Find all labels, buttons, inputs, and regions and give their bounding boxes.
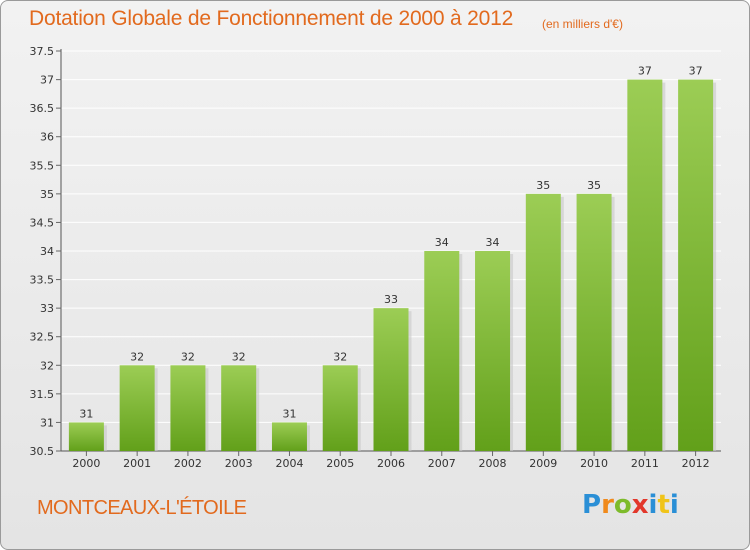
bar-value-label: 31 (282, 407, 296, 420)
bar-value-label: 33 (384, 293, 398, 306)
x-tick-label: 2011 (631, 457, 659, 470)
x-tick-label: 2006 (377, 457, 405, 470)
bar-value-label: 37 (689, 65, 703, 78)
y-axis-ticks: 30.5 31 31.5 32 32.5 33 33.5 34 34.5 35 35.5 36 36.5… (30, 45, 61, 458)
bar-value-label: 32 (333, 350, 347, 363)
y-tick-label: 33.5 (30, 274, 55, 287)
y-tick-label: 37.5 (30, 45, 55, 58)
y-tick-label: 35.5 (30, 159, 55, 172)
x-tick-label: 2012 (682, 457, 710, 470)
bar (68, 422, 104, 451)
y-tick-label: 35 (40, 188, 54, 201)
logo-letter: o (613, 490, 632, 520)
x-tick-label: 2007 (428, 457, 456, 470)
x-tick-label: 2000 (72, 457, 100, 470)
y-tick-label: 32 (40, 359, 54, 372)
bar (627, 79, 663, 452)
bar (221, 365, 257, 451)
logo-letter: i (669, 490, 679, 520)
commune-name: MONTCEAUX-L'ÉTOILE (37, 497, 247, 519)
logo-letter: r (601, 490, 614, 520)
proxiti-logo: Proxiti (582, 490, 679, 520)
bar (424, 251, 460, 451)
y-tick-label: 31.5 (30, 388, 55, 401)
x-tick-label: 2004 (275, 457, 303, 470)
bar-value-label: 35 (536, 179, 550, 192)
bars: 31 32 32 32 31 32 33 34 34 35 35 37 37 (68, 65, 717, 452)
logo-letter: P (582, 490, 602, 520)
bar-value-label: 32 (181, 350, 195, 363)
chart-title: Dotation Globale de Fonctionnement de 20… (29, 7, 514, 30)
x-tick-label: 2008 (479, 457, 507, 470)
logo-letter: i (648, 490, 658, 520)
bar (576, 193, 612, 451)
bar-value-label: 31 (79, 407, 93, 420)
y-tick-label: 36 (40, 131, 54, 144)
chart-subtitle: (en milliers d'€) (542, 17, 623, 31)
bar (322, 365, 358, 451)
bar (271, 422, 307, 451)
bar (678, 79, 714, 452)
bar (170, 365, 206, 451)
bar-value-label: 34 (435, 236, 449, 249)
y-tick-label: 34.5 (30, 216, 55, 229)
bar (373, 308, 409, 451)
y-tick-label: 37 (40, 74, 54, 87)
logo-letter: x (631, 490, 649, 520)
logo-letter: t (657, 490, 670, 520)
bar (525, 193, 561, 451)
bar (119, 365, 155, 451)
x-tick-label: 2005 (326, 457, 354, 470)
x-tick-label: 2002 (174, 457, 202, 470)
x-tick-label: 2009 (529, 457, 557, 470)
y-tick-label: 31 (40, 416, 54, 429)
bar-value-label: 37 (638, 65, 652, 78)
y-tick-label: 33 (40, 302, 54, 315)
y-tick-label: 30.5 (30, 445, 55, 458)
bar-value-label: 34 (486, 236, 500, 249)
x-tick-label: 2010 (580, 457, 608, 470)
y-tick-label: 34 (40, 245, 54, 258)
x-axis-ticks: 2000 2001 2002 2003 2004 2005 2006 2007 2008 2009… (72, 451, 710, 470)
bar-value-label: 32 (130, 350, 144, 363)
bar-value-label: 35 (587, 179, 601, 192)
y-tick-label: 36.5 (30, 102, 55, 115)
bar-value-label: 32 (232, 350, 246, 363)
x-tick-label: 2001 (123, 457, 151, 470)
y-tick-label: 32.5 (30, 331, 55, 344)
bar (475, 251, 511, 451)
x-tick-label: 2003 (225, 457, 253, 470)
